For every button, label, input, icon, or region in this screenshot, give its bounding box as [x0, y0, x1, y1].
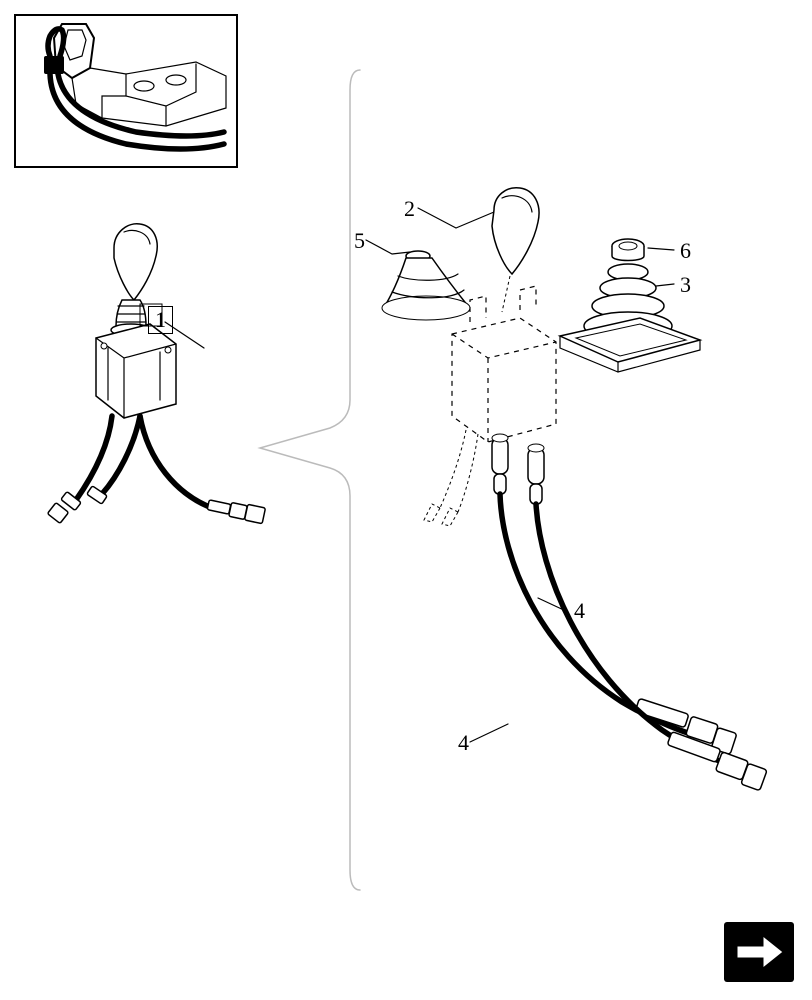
callout-4a: 4	[574, 598, 585, 624]
parts-diagram-page: 1 2 5 6 3 4 4	[0, 0, 812, 1000]
callout-3: 3	[680, 272, 691, 298]
assembly-joystick	[47, 224, 265, 524]
part-boot	[382, 251, 470, 320]
callout-4b: 4	[458, 730, 469, 756]
part-knob	[492, 188, 539, 312]
part-cable-a	[492, 434, 737, 755]
main-drawing	[0, 0, 812, 1000]
next-arrow-icon	[733, 932, 785, 972]
part-joystick-base	[560, 239, 700, 372]
next-page-button[interactable]	[724, 922, 794, 982]
callout-6: 6	[680, 238, 691, 264]
callout-1: 1	[148, 306, 173, 334]
callout-5: 5	[354, 228, 365, 254]
callout-2: 2	[404, 196, 415, 222]
